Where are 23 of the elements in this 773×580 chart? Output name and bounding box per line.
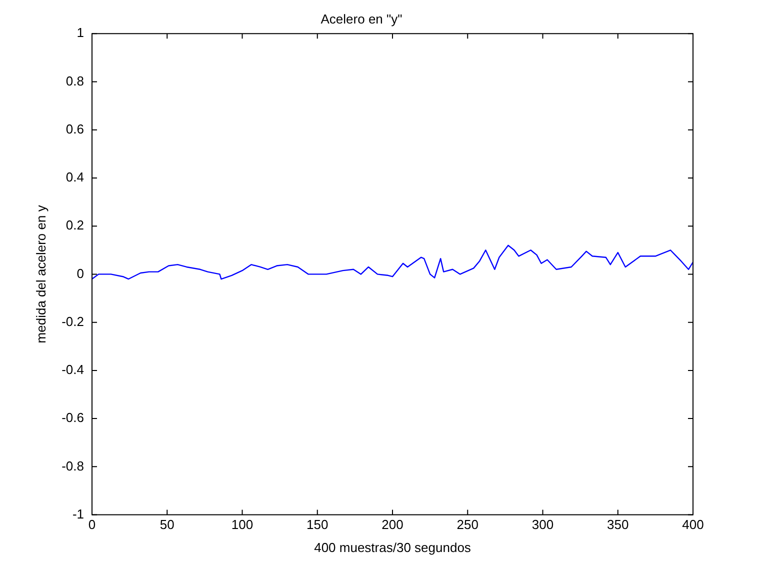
- y-tick-label: -0.4: [62, 362, 84, 378]
- chart-title: Acelero en "y": [320, 11, 403, 26]
- y-tick-label: -1: [72, 506, 84, 522]
- x-tick-label: 100: [231, 517, 254, 532]
- x-tick-label: 200: [382, 517, 404, 532]
- y-tick-label: 0.8: [66, 73, 84, 88]
- x-tick-label: 250: [456, 517, 478, 532]
- x-tick-label: 300: [532, 517, 554, 532]
- y-tick-label: 0.2: [66, 218, 84, 233]
- x-tick-label: 0: [88, 517, 96, 532]
- y-tick-label: 0: [76, 266, 84, 281]
- y-tick-label: 0.4: [66, 170, 84, 185]
- y-axis-title: medida del acelero en y: [33, 204, 48, 344]
- x-tick-label: 50: [160, 517, 174, 532]
- y-tick-label: 1: [76, 25, 84, 40]
- x-axis-title: 400 muestras/30 segundos: [314, 540, 472, 555]
- x-tick-label: 400: [682, 517, 704, 532]
- x-tick-label: 150: [306, 517, 328, 532]
- y-tick-label: -0.6: [62, 410, 84, 426]
- x-tick-label: 350: [607, 517, 629, 532]
- y-tick-label: -0.8: [62, 458, 84, 474]
- y-tick-label: -0.2: [62, 314, 84, 329]
- y-tick-label: 0.6: [66, 121, 84, 136]
